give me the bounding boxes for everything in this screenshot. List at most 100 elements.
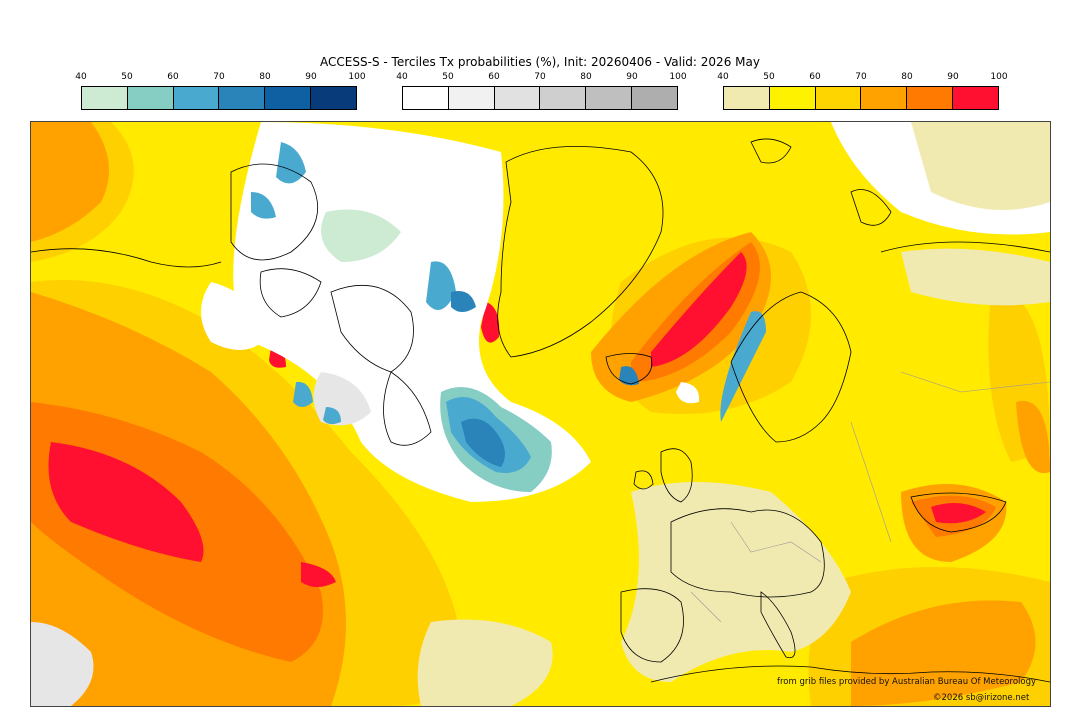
colorbar-ticks: 40 50 60 70 80 90 100 [75,72,365,86]
color-swatch [219,87,266,109]
color-swatch [586,87,633,109]
color-swatch [769,87,816,109]
coastline-black-sea [910,492,1007,533]
coastlines [31,138,1050,683]
color-swatch [907,87,954,109]
region-fill [931,503,986,524]
tick-label: 90 [626,72,638,82]
region-fill [901,248,1050,306]
country-border [900,371,1050,393]
colorbar-ticks: 40 50 60 70 80 90 100 [717,72,1007,86]
color-swatch [494,87,541,109]
colorbar-swatches [723,86,999,110]
country-border [730,521,822,563]
region-fill [276,142,306,184]
tick-label: 60 [488,72,500,82]
color-swatch [311,87,356,109]
color-swatch [861,87,908,109]
colorbar-swatches [81,86,357,110]
color-swatch [403,87,449,109]
colorbar-swatches [402,86,678,110]
color-swatch [724,87,770,109]
colorbar-above-normal: 40 50 60 70 80 90 100 [717,72,1008,110]
colorbar-ticks: 40 50 60 70 80 90 100 [396,72,686,86]
coastline-ireland [633,470,654,490]
coastline-labrador [383,371,432,446]
tick-label: 80 [901,72,913,82]
color-swatch [173,87,220,109]
coastline-iceland [605,353,653,385]
tick-label: 50 [763,72,775,82]
coastline-greenland [497,146,664,358]
coastline-russia-north [880,241,1050,253]
region-fill [321,209,401,262]
region-fill [426,261,456,310]
region-fill [621,482,851,682]
region-fill [720,311,766,422]
tick-label: 100 [669,72,687,82]
color-swatch [127,87,174,109]
tick-label: 80 [580,72,592,82]
region-fill [461,418,505,467]
coastline-iberia [620,588,684,663]
data-source-credit: from grib files provided by Australian B… [777,677,1037,687]
coastline-svalbard [750,138,792,164]
tick-label: 80 [259,72,271,82]
region-fill [301,562,336,587]
color-swatch [82,87,128,109]
tick-label: 90 [947,72,959,82]
coastline-italy [760,591,796,659]
color-swatch [265,87,312,109]
region-fill [31,122,109,242]
coastline-baffin [330,285,414,373]
region-fill [481,302,500,343]
tick-label: 70 [855,72,867,82]
region-fill [851,600,1036,706]
region-fill [619,366,639,386]
coastline-arctic-island [259,268,322,318]
tick-label: 90 [305,72,317,82]
tick-label: 70 [534,72,546,82]
tick-label: 50 [442,72,454,82]
region-fill [233,122,591,502]
region-fill [31,622,94,706]
country-borders [690,371,1050,623]
colorbar-near-normal: 40 50 60 70 80 90 100 [396,72,687,110]
color-swatch [632,87,677,109]
country-border [850,421,892,543]
tick-label: 100 [348,72,366,82]
region-fill [417,619,553,706]
color-swatch [540,87,587,109]
tick-label: 40 [75,72,87,82]
coastline-britain [660,448,693,503]
color-swatch [953,87,998,109]
tick-label: 50 [121,72,133,82]
coastline-scandinavia [730,291,852,443]
region-fill [451,291,476,312]
coastline-europe [670,508,825,598]
color-swatch [448,87,495,109]
tick-label: 40 [717,72,729,82]
tick-label: 60 [167,72,179,82]
tick-label: 70 [213,72,225,82]
coastline-novaya-zemlya [850,189,892,226]
region-fill [201,282,271,350]
region-fill [323,407,341,425]
coastline-arctic-island [230,163,318,261]
color-swatch [815,87,862,109]
map-canvas [31,122,1050,706]
region-fill [48,442,204,562]
tick-label: 40 [396,72,408,82]
region-fill [676,382,700,404]
colorbar-below-normal: 40 50 60 70 80 90 100 [75,72,366,110]
coastline-alaska [31,248,222,268]
region-fill [293,381,313,407]
probability-map [30,121,1051,707]
region-fill [1016,400,1050,474]
map-title: ACCESS-S - Terciles Tx probabilities (%)… [320,55,760,69]
tick-label: 60 [809,72,821,82]
region-fill [251,192,276,219]
tick-label: 100 [990,72,1008,82]
region-fill [651,252,747,367]
region-fill [911,122,1050,210]
